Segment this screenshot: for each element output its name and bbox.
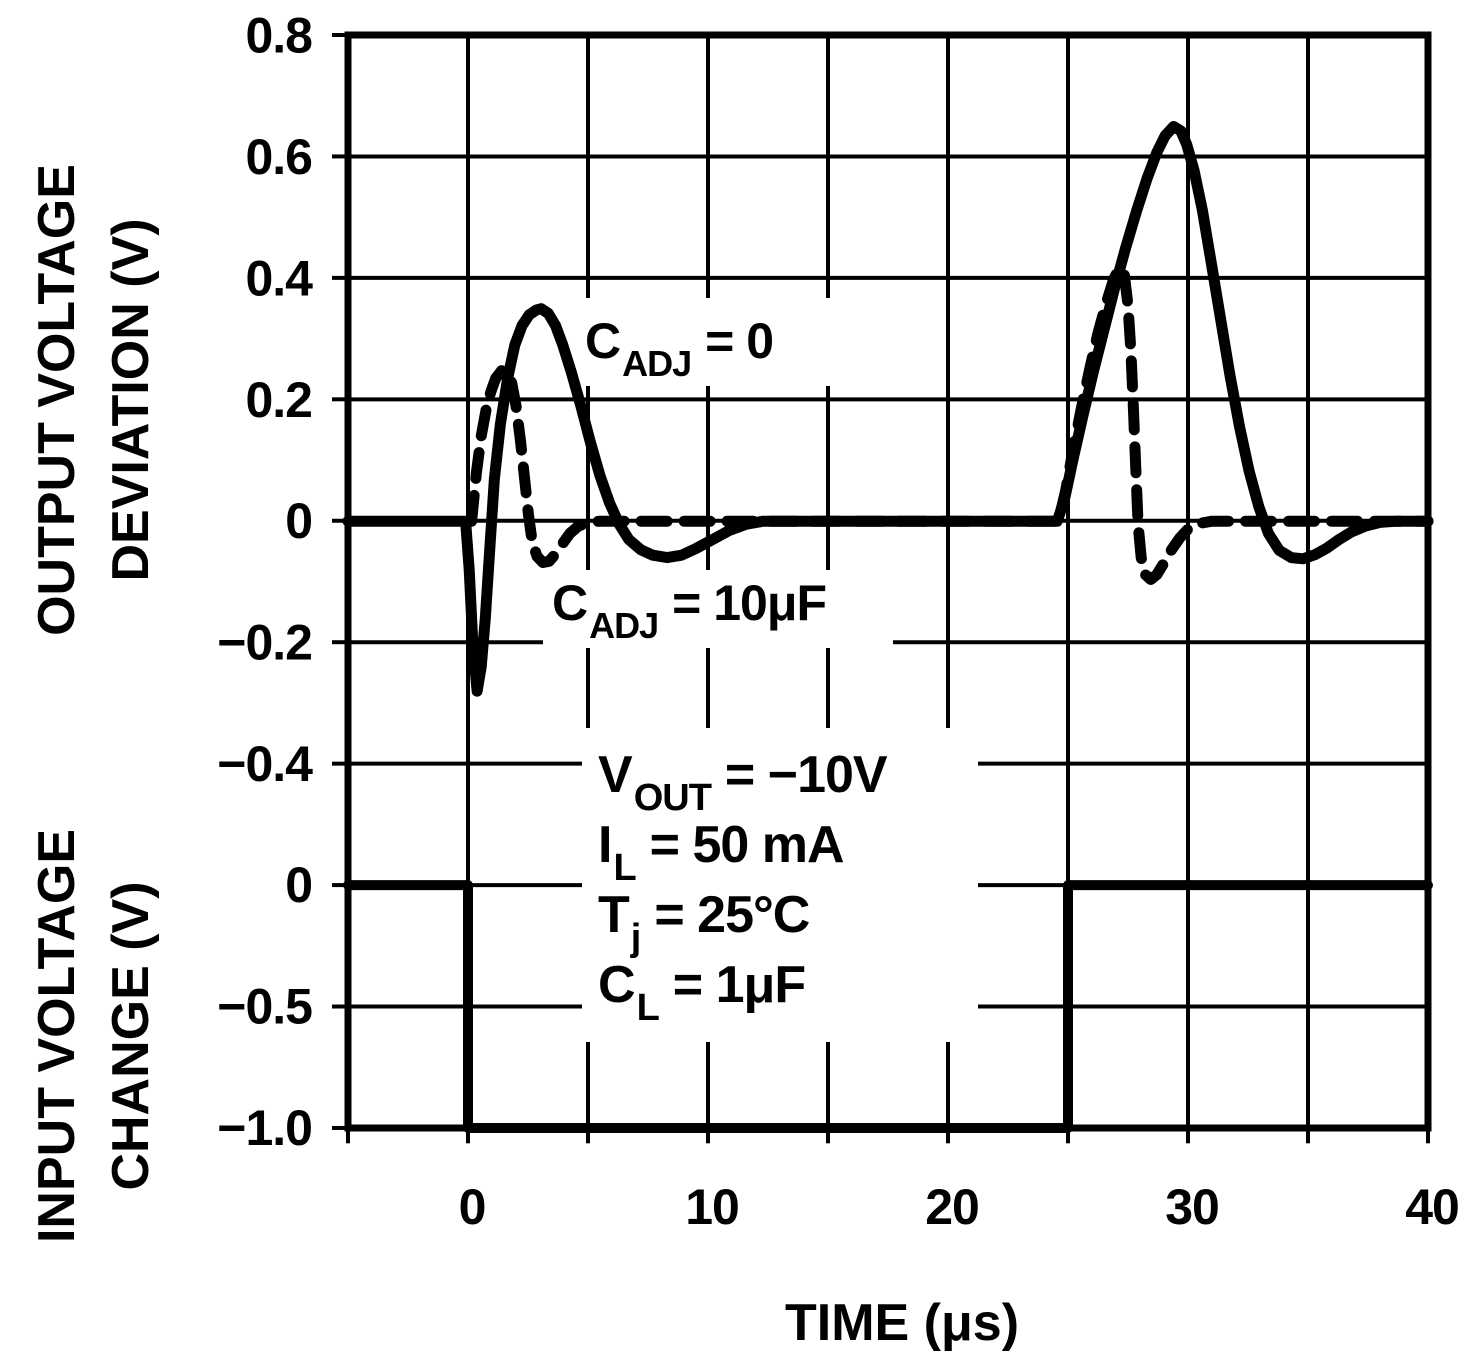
input-y-tick-label: 0: [285, 857, 312, 913]
x-tick-label: 40: [1405, 1179, 1459, 1235]
condition-il: IL = 50 mA: [598, 816, 844, 889]
conditions-annotation-mask: [582, 728, 978, 1042]
curve-label-1-mask: [572, 298, 840, 386]
output-axis-title-line2: DEVIATION (V): [102, 218, 160, 581]
condition-cl: CL = 1μF: [598, 956, 805, 1029]
x-tick-label: 10: [685, 1179, 739, 1235]
output-y-tick-label: 0.2: [245, 372, 312, 428]
label-masks: [543, 298, 978, 1042]
curve-cadj-10uf: [466, 261, 1434, 585]
output-y-tick-label: −0.4: [217, 736, 313, 792]
curve-label-cadj-10uf: CADJ = 10μF: [552, 575, 826, 646]
output-y-tick-label: 0.4: [245, 250, 313, 306]
input-step-waveform: [343, 880, 1433, 1133]
output-axis-title-line1: OUTPUT VOLTAGE: [28, 164, 86, 636]
input-y-tick-label: −1.0: [217, 1100, 312, 1156]
x-tick-label: 0: [459, 1179, 486, 1235]
x-axis-title: TIME (μs): [785, 1294, 1019, 1352]
curve-label-cadj-0: CADJ = 0: [585, 313, 773, 384]
x-tick-label: 20: [925, 1179, 979, 1235]
output-y-tick-label: −0.2: [217, 615, 312, 671]
input-axis-title-line1: INPUT VOLTAGE: [28, 829, 86, 1243]
axis-titles: OUTPUT VOLTAGE DEVIATION (V) INPUT VOLTA…: [28, 164, 1019, 1352]
input-y-tick-label: −0.5: [217, 979, 312, 1035]
output-y-tick-label: 0: [285, 493, 312, 549]
curve-labels: CADJ = 0 CADJ = 10μF: [552, 313, 827, 646]
output-y-tick-label: 0.6: [245, 129, 312, 185]
conditions-annotation: VOUT = −10V IL = 50 mA Tj = 25°C CL = 1μF: [598, 746, 889, 1029]
x-tick-label: 30: [1165, 1179, 1219, 1235]
condition-tj: Tj = 25°C: [598, 886, 810, 959]
output-y-tick-label: 0.8: [245, 7, 312, 63]
input-axis-title-line2: CHANGE (V): [102, 881, 160, 1190]
curve-layer: [342, 121, 1434, 1133]
tick-labels: 0.8 0.6 0.4 0.2 0 −0.2 −0.4 0 −0.5 −1.0 0 10 20 30 40: [217, 7, 1460, 1235]
curve-label-2-mask: [543, 570, 893, 648]
condition-vout: VOUT = −10V: [598, 746, 888, 819]
